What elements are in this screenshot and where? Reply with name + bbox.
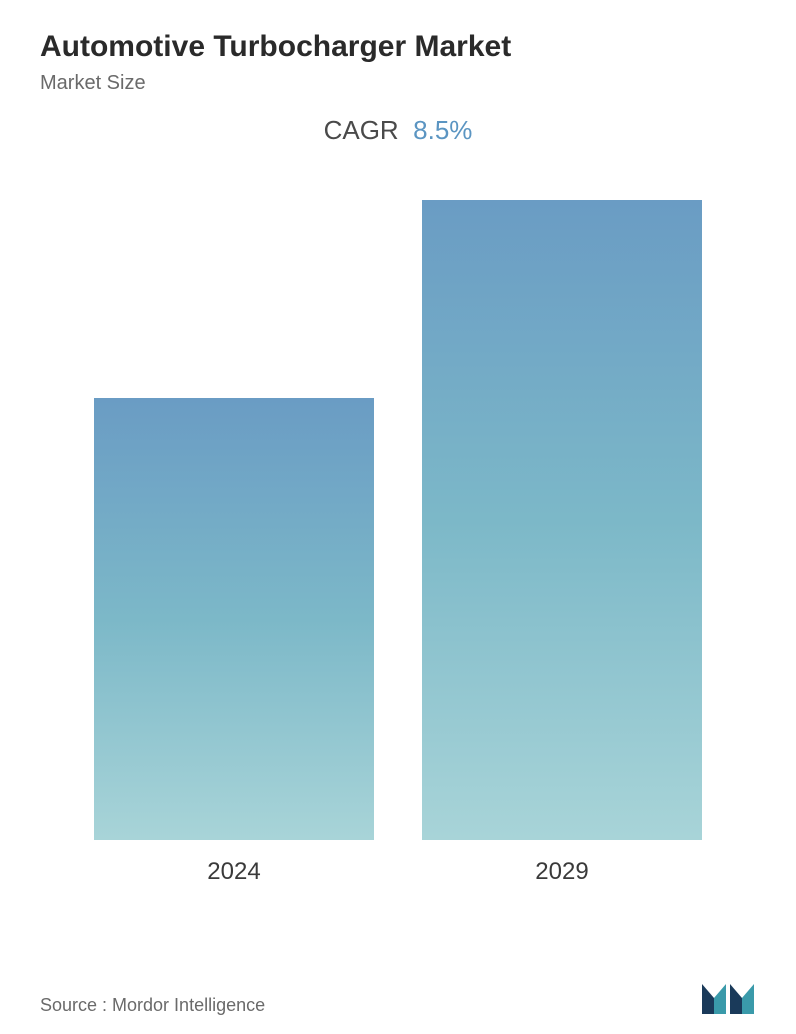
bar-group-1: 2029	[422, 200, 702, 886]
cagr-row: CAGR 8.5%	[40, 115, 756, 146]
bar-1	[422, 200, 702, 840]
bar-label-0: 2024	[207, 858, 260, 886]
chart-area: 2024 2029	[40, 206, 756, 886]
bar-label-1: 2029	[535, 858, 588, 886]
cagr-label: CAGR	[324, 115, 399, 145]
bar-0	[94, 398, 374, 840]
cagr-value: 8.5%	[413, 115, 472, 145]
chart-subtitle: Market Size	[40, 72, 756, 95]
chart-title: Automotive Turbocharger Market	[40, 30, 756, 64]
brand-logo-icon	[700, 976, 756, 1016]
bar-group-0: 2024	[94, 398, 374, 886]
footer: Source : Mordor Intelligence	[40, 976, 756, 1016]
source-text: Source : Mordor Intelligence	[40, 995, 265, 1016]
